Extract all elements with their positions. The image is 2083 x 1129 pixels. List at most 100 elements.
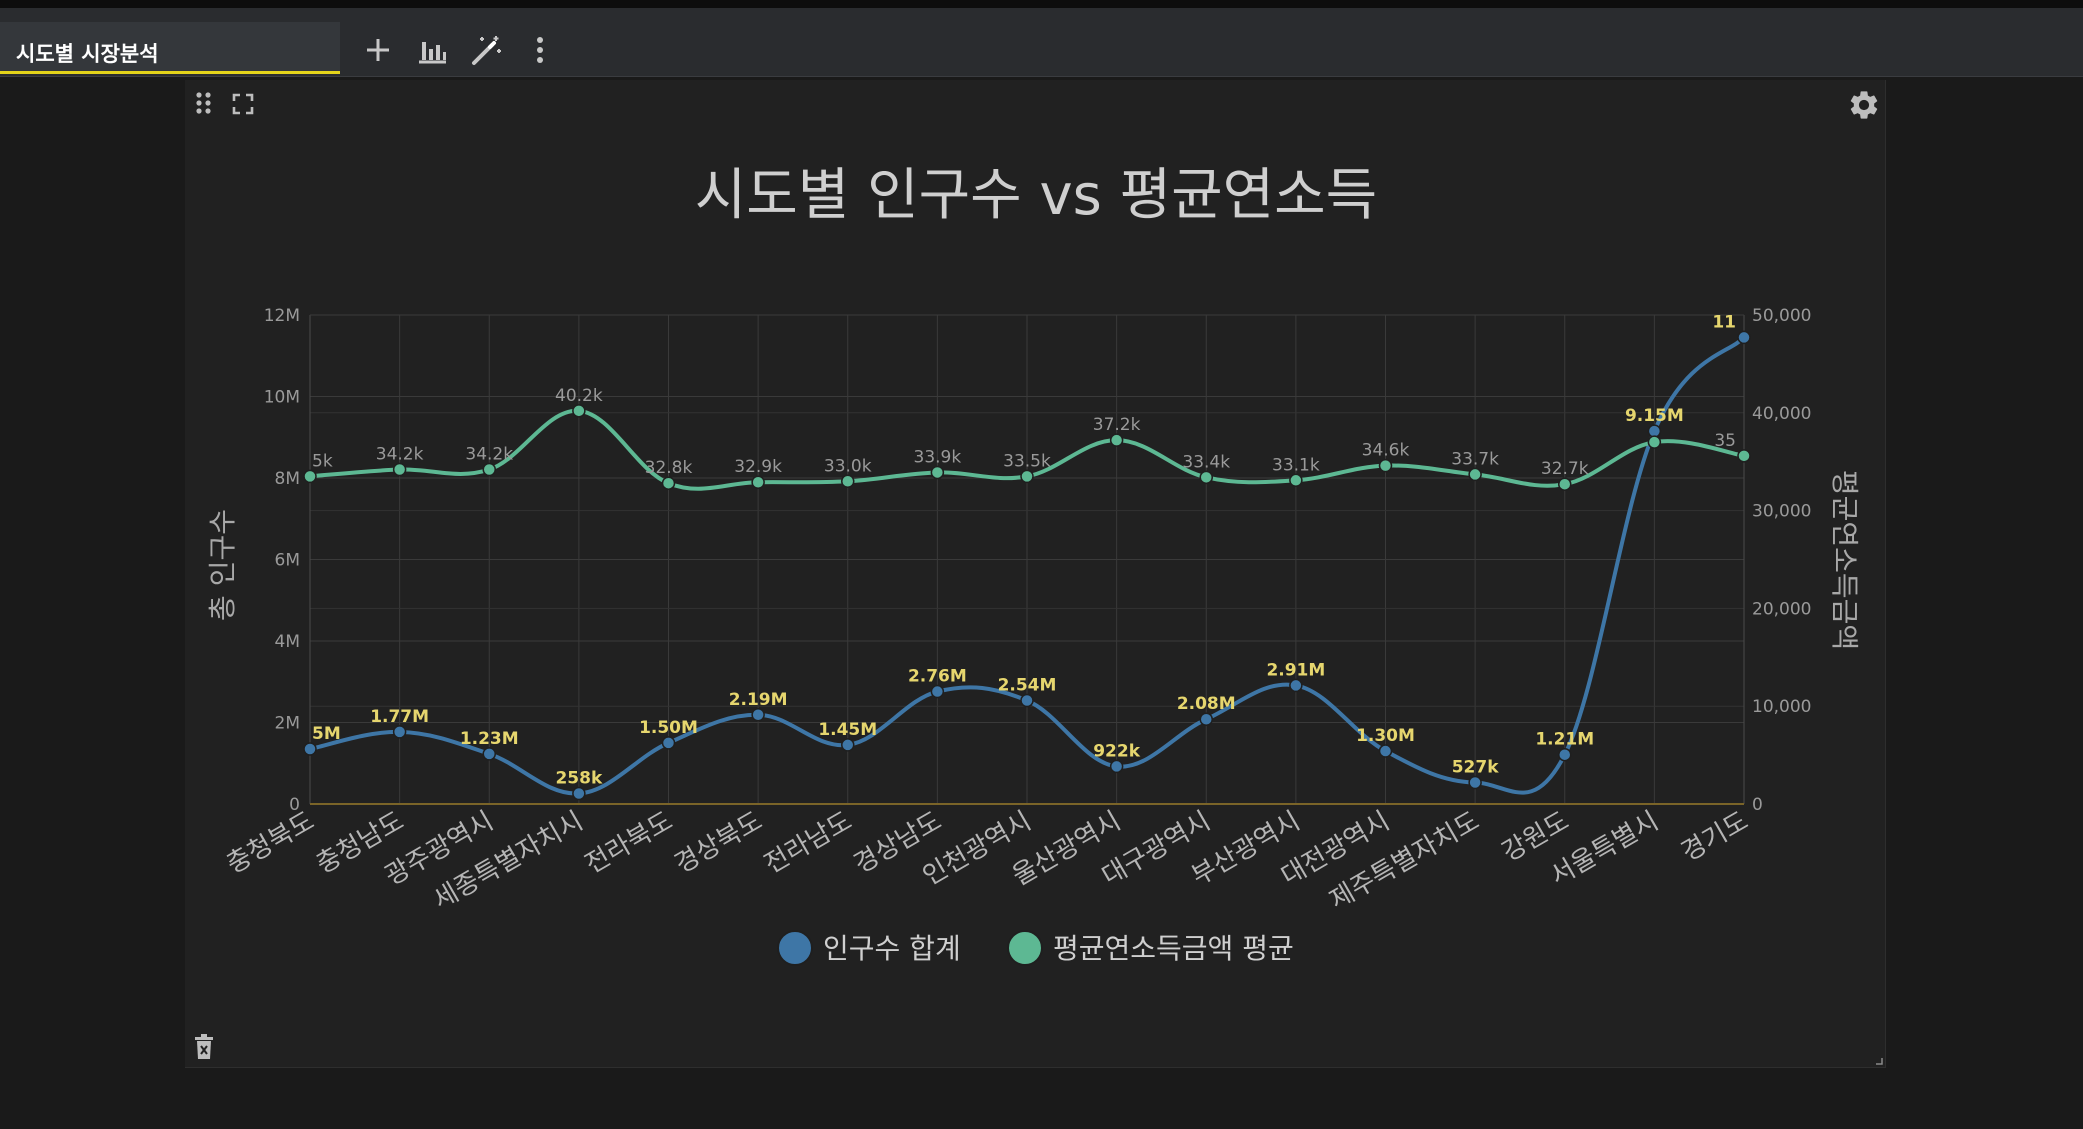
data-point xyxy=(1199,470,1213,485)
data-label: 11 xyxy=(1712,312,1736,332)
plot-area: 0 2M 4M 6M 8M 10M 12M 0 10,000 20,000 30,000 40,000… xyxy=(222,306,1811,966)
y-right-tick-label: 20,000 xyxy=(1752,599,1811,619)
data-label: 1.23M xyxy=(460,729,519,749)
tab-market-analysis[interactable]: 시도별 시장분석 xyxy=(0,22,340,74)
data-label: 9.15M xyxy=(1625,406,1684,426)
y-right-tick-label: 10,000 xyxy=(1752,697,1811,717)
add-chart-button[interactable] xyxy=(360,32,396,68)
x-tick-label: 제주특별자치도 xyxy=(1325,806,1485,916)
y-left-tick-label: 0 xyxy=(289,795,300,815)
data-point xyxy=(930,465,945,480)
fullscreen-icon[interactable] xyxy=(231,92,255,116)
y-left-tick-label: 12M xyxy=(264,306,300,326)
data-label: 2.76M xyxy=(908,667,967,687)
gear-icon[interactable] xyxy=(1847,88,1881,122)
data-label: 40.2k xyxy=(555,386,603,406)
auto-chart-button[interactable] xyxy=(468,32,504,68)
data-label: 2.19M xyxy=(729,690,788,710)
y-left-tick-label: 6M xyxy=(275,551,300,571)
data-point xyxy=(751,708,765,722)
x-tick-label: 경상북도 xyxy=(670,806,768,880)
legend-label: 평균연소득금액 평균 xyxy=(1053,932,1294,965)
y-right-axis-label: 평균연소득금액 xyxy=(1828,470,1861,650)
data-point xyxy=(1020,469,1034,484)
data-point xyxy=(572,404,586,418)
y-left-tick-label: 4M xyxy=(275,632,300,652)
magic-wand-icon xyxy=(472,36,501,65)
data-point xyxy=(1647,435,1662,449)
y-left-tick-label: 8M xyxy=(275,469,300,489)
y-right-tick-label: 30,000 xyxy=(1752,502,1811,522)
y-left-tick-label: 2M xyxy=(275,714,300,734)
y-right-tick-label: 50,000 xyxy=(1752,306,1811,326)
legend-swatch xyxy=(1007,930,1043,966)
data-label: 32.9k xyxy=(734,457,782,477)
data-point xyxy=(1737,330,1751,345)
data-point xyxy=(1109,759,1124,774)
data-point xyxy=(1647,424,1662,438)
data-point xyxy=(661,736,676,750)
data-point xyxy=(1558,747,1572,762)
data-point xyxy=(1020,693,1034,708)
x-tick-label: 전라북도 xyxy=(580,806,678,880)
data-point xyxy=(1378,744,1393,758)
tab-label: 시도별 시장분석 xyxy=(16,42,159,66)
y-left-tick-label: 10M xyxy=(264,388,300,408)
data-label: 2.54M xyxy=(998,675,1057,695)
data-label: 1.30M xyxy=(1356,726,1415,746)
data-point xyxy=(1109,433,1124,447)
data-point xyxy=(572,786,586,801)
data-point xyxy=(392,462,407,477)
data-point xyxy=(482,462,496,477)
chart-type-button[interactable] xyxy=(414,32,450,68)
x-tick-label: 전라남도 xyxy=(759,806,857,880)
bar-chart-icon xyxy=(419,42,446,64)
legend-swatch xyxy=(777,930,813,966)
data-label: 5M xyxy=(312,724,341,744)
data-point xyxy=(392,725,407,739)
data-label: 527k xyxy=(1452,758,1499,778)
x-tick-label: 세종특별자치시 xyxy=(428,806,588,916)
tab-bar: 시도별 시장분석 xyxy=(0,8,2083,77)
data-label: 33.9k xyxy=(914,447,962,467)
data-point xyxy=(661,476,676,490)
x-tick-label: 충청북도 xyxy=(222,806,320,880)
data-label: 33.4k xyxy=(1182,452,1230,472)
legend-label: 인구수 합계 xyxy=(823,932,961,965)
more-options-button[interactable] xyxy=(522,32,558,68)
more-vertical-icon xyxy=(537,37,543,63)
data-label: 35 xyxy=(1714,431,1736,451)
data-point xyxy=(751,475,765,489)
data-label: 258k xyxy=(555,768,602,788)
drag-handle-icon[interactable] xyxy=(193,90,215,116)
data-point xyxy=(1737,449,1751,463)
data-label: 34.2k xyxy=(376,445,424,465)
plus-icon xyxy=(367,39,389,61)
x-tick-label: 경기도 xyxy=(1676,806,1753,868)
data-label: 33.0k xyxy=(824,456,872,476)
data-point xyxy=(1199,712,1213,726)
data-label: 5k xyxy=(312,451,333,471)
data-point xyxy=(1468,467,1482,482)
data-label: 1.45M xyxy=(818,720,877,740)
data-point xyxy=(482,747,496,761)
data-label: 1.21M xyxy=(1535,730,1594,750)
data-point xyxy=(1558,477,1572,491)
data-label: 32.8k xyxy=(645,458,693,478)
data-label: 1.50M xyxy=(639,718,698,738)
data-label: 32.7k xyxy=(1541,459,1589,479)
y-right-tick-label: 0 xyxy=(1752,795,1763,815)
data-point xyxy=(1289,473,1303,488)
data-label: 2.08M xyxy=(1177,694,1236,714)
chart-title: 시도별 인구수 vs 평균연소득 xyxy=(695,163,1377,228)
trash-icon[interactable] xyxy=(193,1034,215,1060)
data-point xyxy=(303,742,317,756)
resize-handle-icon[interactable] xyxy=(1875,1057,1883,1065)
data-point xyxy=(1468,775,1482,790)
data-label: 1.77M xyxy=(370,707,429,727)
data-label: 2.91M xyxy=(1266,660,1325,680)
window-top-strip xyxy=(0,0,2083,8)
data-label: 34.2k xyxy=(465,445,513,465)
data-label: 33.5k xyxy=(1003,451,1051,471)
data-point xyxy=(1378,458,1393,473)
